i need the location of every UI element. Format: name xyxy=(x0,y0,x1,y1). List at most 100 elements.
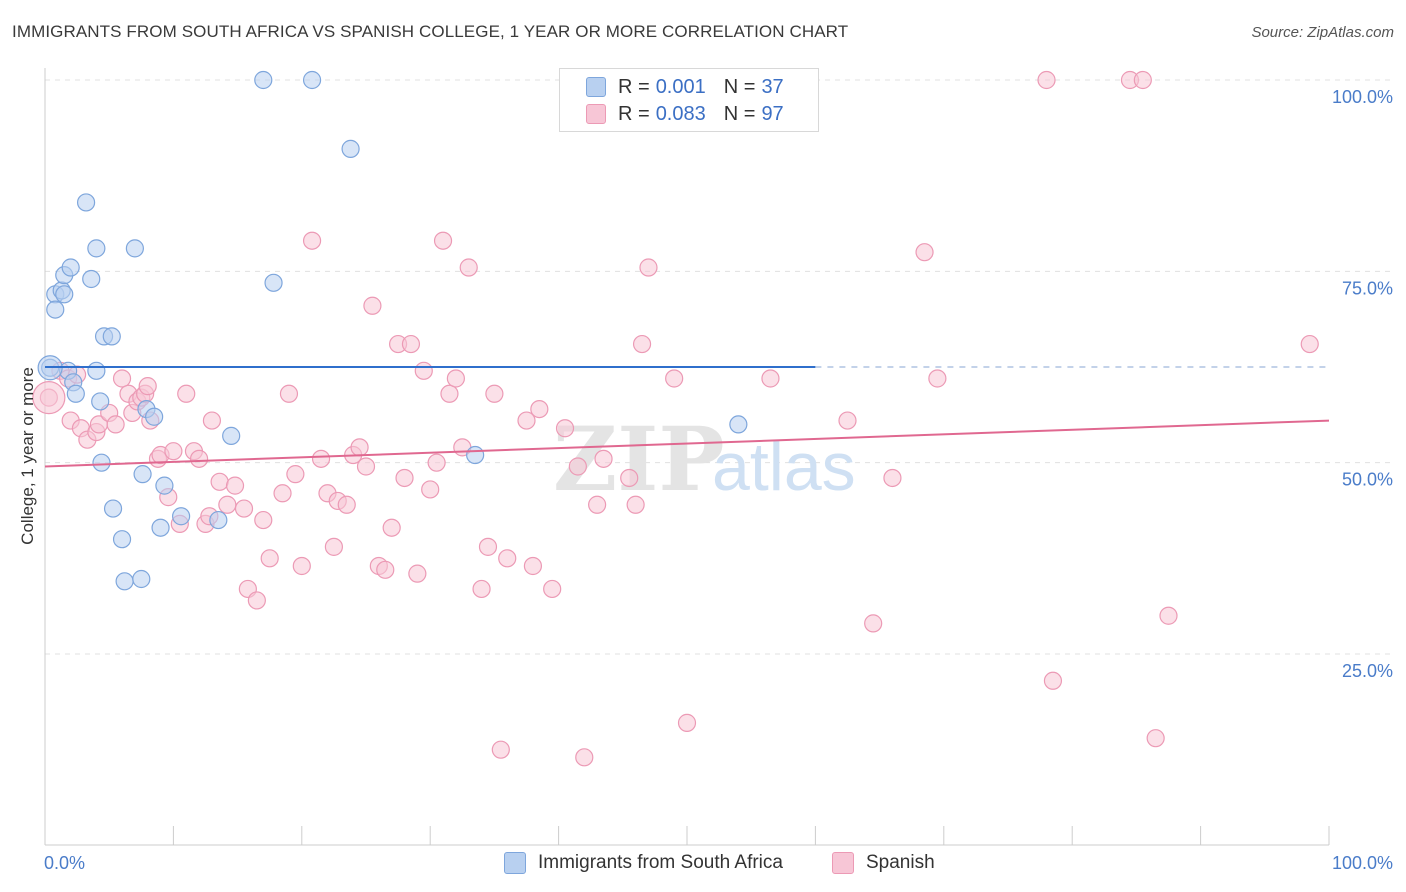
legend-swatch-blue xyxy=(586,77,606,97)
spanish-point xyxy=(225,476,245,495)
legend-row-spanish: R = 0.083 N = 97 xyxy=(586,102,784,126)
spanish-point xyxy=(620,468,639,488)
immigrants-point xyxy=(264,273,283,292)
spanish-point xyxy=(286,465,305,484)
immigrants-point xyxy=(82,269,101,289)
spanish-point xyxy=(459,258,478,277)
legend-r-label: R = xyxy=(618,75,650,98)
immigrants-point xyxy=(102,327,121,346)
spanish-point xyxy=(440,384,459,403)
spanish-point xyxy=(568,457,587,476)
legend-swatch-pink xyxy=(832,852,854,874)
spanish-point xyxy=(1037,70,1056,90)
spanish-point xyxy=(202,411,222,430)
spanish-point xyxy=(210,472,229,491)
spanish-point xyxy=(337,495,356,514)
immigrants-point xyxy=(92,453,111,472)
spanish-point xyxy=(588,495,607,514)
immigrants-point xyxy=(91,392,110,411)
spanish-point xyxy=(427,453,446,472)
spanish-point xyxy=(632,334,652,354)
spanish-point xyxy=(421,480,440,499)
spanish-point xyxy=(218,495,237,514)
immigrants-point xyxy=(133,465,152,484)
spanish-point xyxy=(324,537,343,556)
legend-label-spanish: Spanish xyxy=(866,852,935,873)
immigrants-point xyxy=(466,445,485,465)
spanish-point xyxy=(311,449,331,468)
y-axis-label: College, 1 year or more xyxy=(18,367,37,545)
series-legend: Immigrants from South Africa Spanish xyxy=(0,852,1406,878)
spanish-point xyxy=(665,369,684,388)
spanish-point xyxy=(485,384,504,403)
legend-item-spanish[interactable]: Spanish xyxy=(832,852,935,874)
spanish-point xyxy=(523,556,543,576)
spanish-point xyxy=(575,748,594,767)
spanish-point xyxy=(478,537,498,556)
spanish-point xyxy=(838,411,857,430)
legend-r-value: 0.001 xyxy=(655,75,706,98)
y-tick-label: 25.0% xyxy=(1342,661,1393,681)
spanish-point xyxy=(915,243,934,262)
legend-n-label: N = xyxy=(723,75,756,98)
immigrants-point xyxy=(132,569,151,589)
spanish-point xyxy=(446,369,465,388)
spanish-trendline xyxy=(44,419,1330,468)
spanish-point xyxy=(1159,606,1178,625)
legend-n-value: 37 xyxy=(761,75,784,98)
spanish-point xyxy=(530,399,549,419)
spanish-point xyxy=(433,231,453,250)
immigrants-point xyxy=(115,572,134,591)
spanish-point xyxy=(350,438,369,457)
immigrants-point xyxy=(254,70,273,90)
chart-title: IMMIGRANTS FROM SOUTH AFRICA VS SPANISH … xyxy=(12,22,849,41)
spanish-point xyxy=(491,740,510,759)
spanish-point xyxy=(883,468,902,488)
y-tick-label: 50.0% xyxy=(1342,470,1393,490)
legend-r-value: 0.083 xyxy=(655,102,706,125)
spanish-point xyxy=(408,564,427,583)
spanish-point xyxy=(1146,729,1165,748)
immigrants-point xyxy=(222,426,241,445)
immigrants-point xyxy=(151,518,170,537)
immigrants-point xyxy=(46,300,65,319)
legend-swatch-pink xyxy=(586,104,606,124)
legend-label-immigrants: Immigrants from South Africa xyxy=(538,852,783,873)
spanish-point xyxy=(543,579,562,599)
spanish-point xyxy=(626,495,645,514)
spanish-point xyxy=(677,713,697,732)
spanish-point xyxy=(189,449,209,468)
spanish-point xyxy=(247,591,266,610)
legend-row-immigrants: R = 0.001 N = 37 xyxy=(586,75,784,99)
spanish-point xyxy=(414,361,433,380)
spanish-point xyxy=(382,518,401,537)
spanish-point xyxy=(761,369,780,388)
spanish-point xyxy=(395,468,414,488)
spanish-point xyxy=(164,442,183,461)
spanish-point xyxy=(138,377,157,396)
source-note: Source: ZipAtlas.com xyxy=(1251,24,1394,41)
spanish-point xyxy=(112,369,132,388)
legend-item-immigrants[interactable]: Immigrants from South Africa xyxy=(504,852,783,874)
spanish-point xyxy=(302,231,322,250)
immigrants-point xyxy=(172,507,191,526)
spanish-point xyxy=(376,560,395,579)
spanish-point xyxy=(177,384,196,403)
legend-n-label: N = xyxy=(723,102,756,125)
immigrants-point xyxy=(155,476,174,495)
spanish-point xyxy=(1133,70,1152,90)
spanish-point xyxy=(517,411,536,430)
y-tick-label: 100.0% xyxy=(1332,87,1393,107)
spanish-point xyxy=(864,614,883,633)
spanish-point xyxy=(555,419,575,438)
legend-n-value: 97 xyxy=(761,102,784,125)
spanish-point xyxy=(234,499,254,518)
spanish-point-large xyxy=(32,381,66,415)
spanish-point xyxy=(356,457,376,476)
spanish-point xyxy=(260,549,279,568)
immigrants-point xyxy=(66,384,85,403)
spanish-point xyxy=(928,369,947,388)
immigrants-point xyxy=(209,510,228,530)
spanish-point xyxy=(1300,334,1319,354)
